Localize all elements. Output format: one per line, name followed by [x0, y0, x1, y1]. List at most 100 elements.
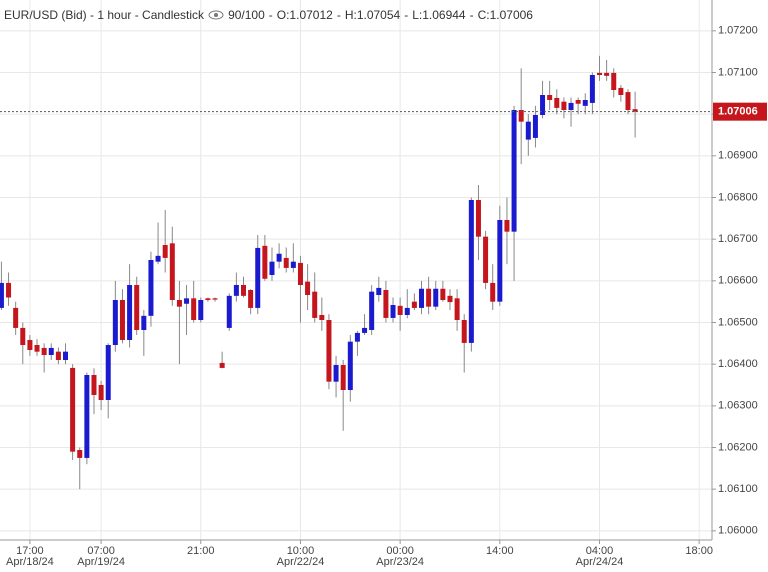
- candle-body: [319, 315, 325, 320]
- candle-body: [297, 262, 303, 285]
- candle-body: [70, 367, 76, 452]
- candle-body: [582, 100, 588, 106]
- candle-body: [6, 282, 12, 298]
- candle-body: [305, 281, 311, 295]
- candle-body: [262, 245, 268, 279]
- candle-body: [597, 72, 603, 75]
- ohlc-low: L:1.06944: [412, 8, 466, 22]
- candle-body: [340, 365, 346, 390]
- candle-body: [625, 92, 631, 110]
- candle-body: [532, 115, 538, 138]
- candle-body: [148, 260, 154, 316]
- candle-body: [155, 255, 161, 262]
- y-tick-label: 1.06800: [718, 191, 758, 203]
- candle-body: [312, 291, 318, 318]
- candle-body: [604, 72, 610, 76]
- sep: -: [469, 8, 474, 22]
- candle-body: [440, 288, 446, 300]
- y-tick-label: 1.06900: [718, 150, 758, 162]
- candle-body: [127, 285, 133, 340]
- candle-body: [554, 97, 560, 108]
- x-tick-label: 07:00: [87, 545, 115, 557]
- candle-body: [91, 375, 97, 395]
- candle-body: [447, 295, 453, 303]
- candle-body: [84, 375, 90, 458]
- header: EUR/USD (Bid) - 1 hour - Candlestick 90/…: [4, 8, 533, 22]
- candle-body: [41, 347, 47, 355]
- candle-body: [20, 327, 26, 345]
- ohlc-close: C:1.07006: [477, 8, 533, 22]
- candle-body: [141, 315, 147, 330]
- x-tick-label: 18:00: [685, 545, 713, 557]
- candle-body: [333, 365, 339, 382]
- candle-body: [490, 282, 496, 302]
- candle-body: [48, 347, 54, 355]
- y-tick-label: 1.06000: [718, 525, 758, 537]
- sep: -: [336, 8, 341, 22]
- candle-body: [433, 288, 439, 307]
- candle-body: [468, 200, 474, 343]
- candle-body: [184, 298, 190, 304]
- candle-body: [518, 110, 524, 122]
- y-tick-label: 1.06400: [718, 358, 758, 370]
- candle-body: [540, 95, 546, 115]
- y-tick-label: 1.06100: [718, 483, 758, 495]
- candle-body: [55, 351, 61, 360]
- x-date-label: Apr/19/24: [77, 556, 125, 567]
- ohlc-high: H:1.07054: [344, 8, 401, 22]
- x-tick-label: 10:00: [287, 545, 315, 557]
- candle-body: [248, 290, 254, 308]
- x-tick-label: 04:00: [586, 545, 614, 557]
- sep: -: [268, 8, 273, 22]
- candle-body: [212, 298, 218, 300]
- candle-body: [105, 345, 111, 400]
- candle-body: [77, 450, 83, 458]
- last-price-label: 1.07006: [718, 106, 758, 118]
- candle-body: [27, 340, 33, 350]
- sep: -: [404, 8, 409, 22]
- candle-body: [205, 298, 211, 300]
- candle-body: [390, 305, 396, 318]
- candle-body: [326, 320, 332, 382]
- candle-body: [547, 95, 553, 100]
- candle-body: [426, 288, 432, 307]
- candle-body: [362, 327, 368, 333]
- x-date-label: Apr/18/24: [6, 556, 54, 567]
- candle-body: [0, 282, 4, 308]
- y-tick-label: 1.06200: [718, 441, 758, 453]
- candle-body: [241, 285, 247, 296]
- y-tick-label: 1.06500: [718, 316, 758, 328]
- last-price-tag: [713, 102, 767, 121]
- ohlc-open: O:1.07012: [276, 8, 333, 22]
- candle-body: [269, 261, 275, 275]
- candle-body: [376, 287, 382, 295]
- x-tick-label: 21:00: [187, 545, 215, 557]
- candle-body: [112, 300, 118, 345]
- candle-body: [632, 109, 638, 112]
- candle-body: [397, 305, 403, 315]
- candle-body: [226, 295, 232, 328]
- candle-body: [497, 220, 503, 302]
- candle-body: [611, 72, 617, 90]
- counter: 90/100: [228, 8, 265, 22]
- y-tick-label: 1.07100: [718, 66, 758, 78]
- x-tick-label: 14:00: [486, 545, 514, 557]
- candle-body: [575, 100, 581, 104]
- candle-body: [404, 307, 410, 315]
- candle-body: [276, 253, 282, 262]
- candle-body: [233, 285, 239, 296]
- chart-title: EUR/USD (Bid) - 1 hour - Candlestick: [4, 8, 205, 22]
- candle-body: [618, 87, 624, 95]
- candle-body: [34, 345, 40, 352]
- candle-body: [504, 220, 510, 232]
- candle-body: [369, 291, 375, 330]
- candle-body: [511, 110, 517, 232]
- eye-icon: [208, 10, 224, 20]
- candle-body: [483, 236, 489, 283]
- y-tick-label: 1.06700: [718, 233, 758, 245]
- y-tick-label: 1.06300: [718, 400, 758, 412]
- x-tick-label: 17:00: [16, 545, 44, 557]
- candle-body: [169, 243, 175, 300]
- candle-body: [176, 300, 182, 307]
